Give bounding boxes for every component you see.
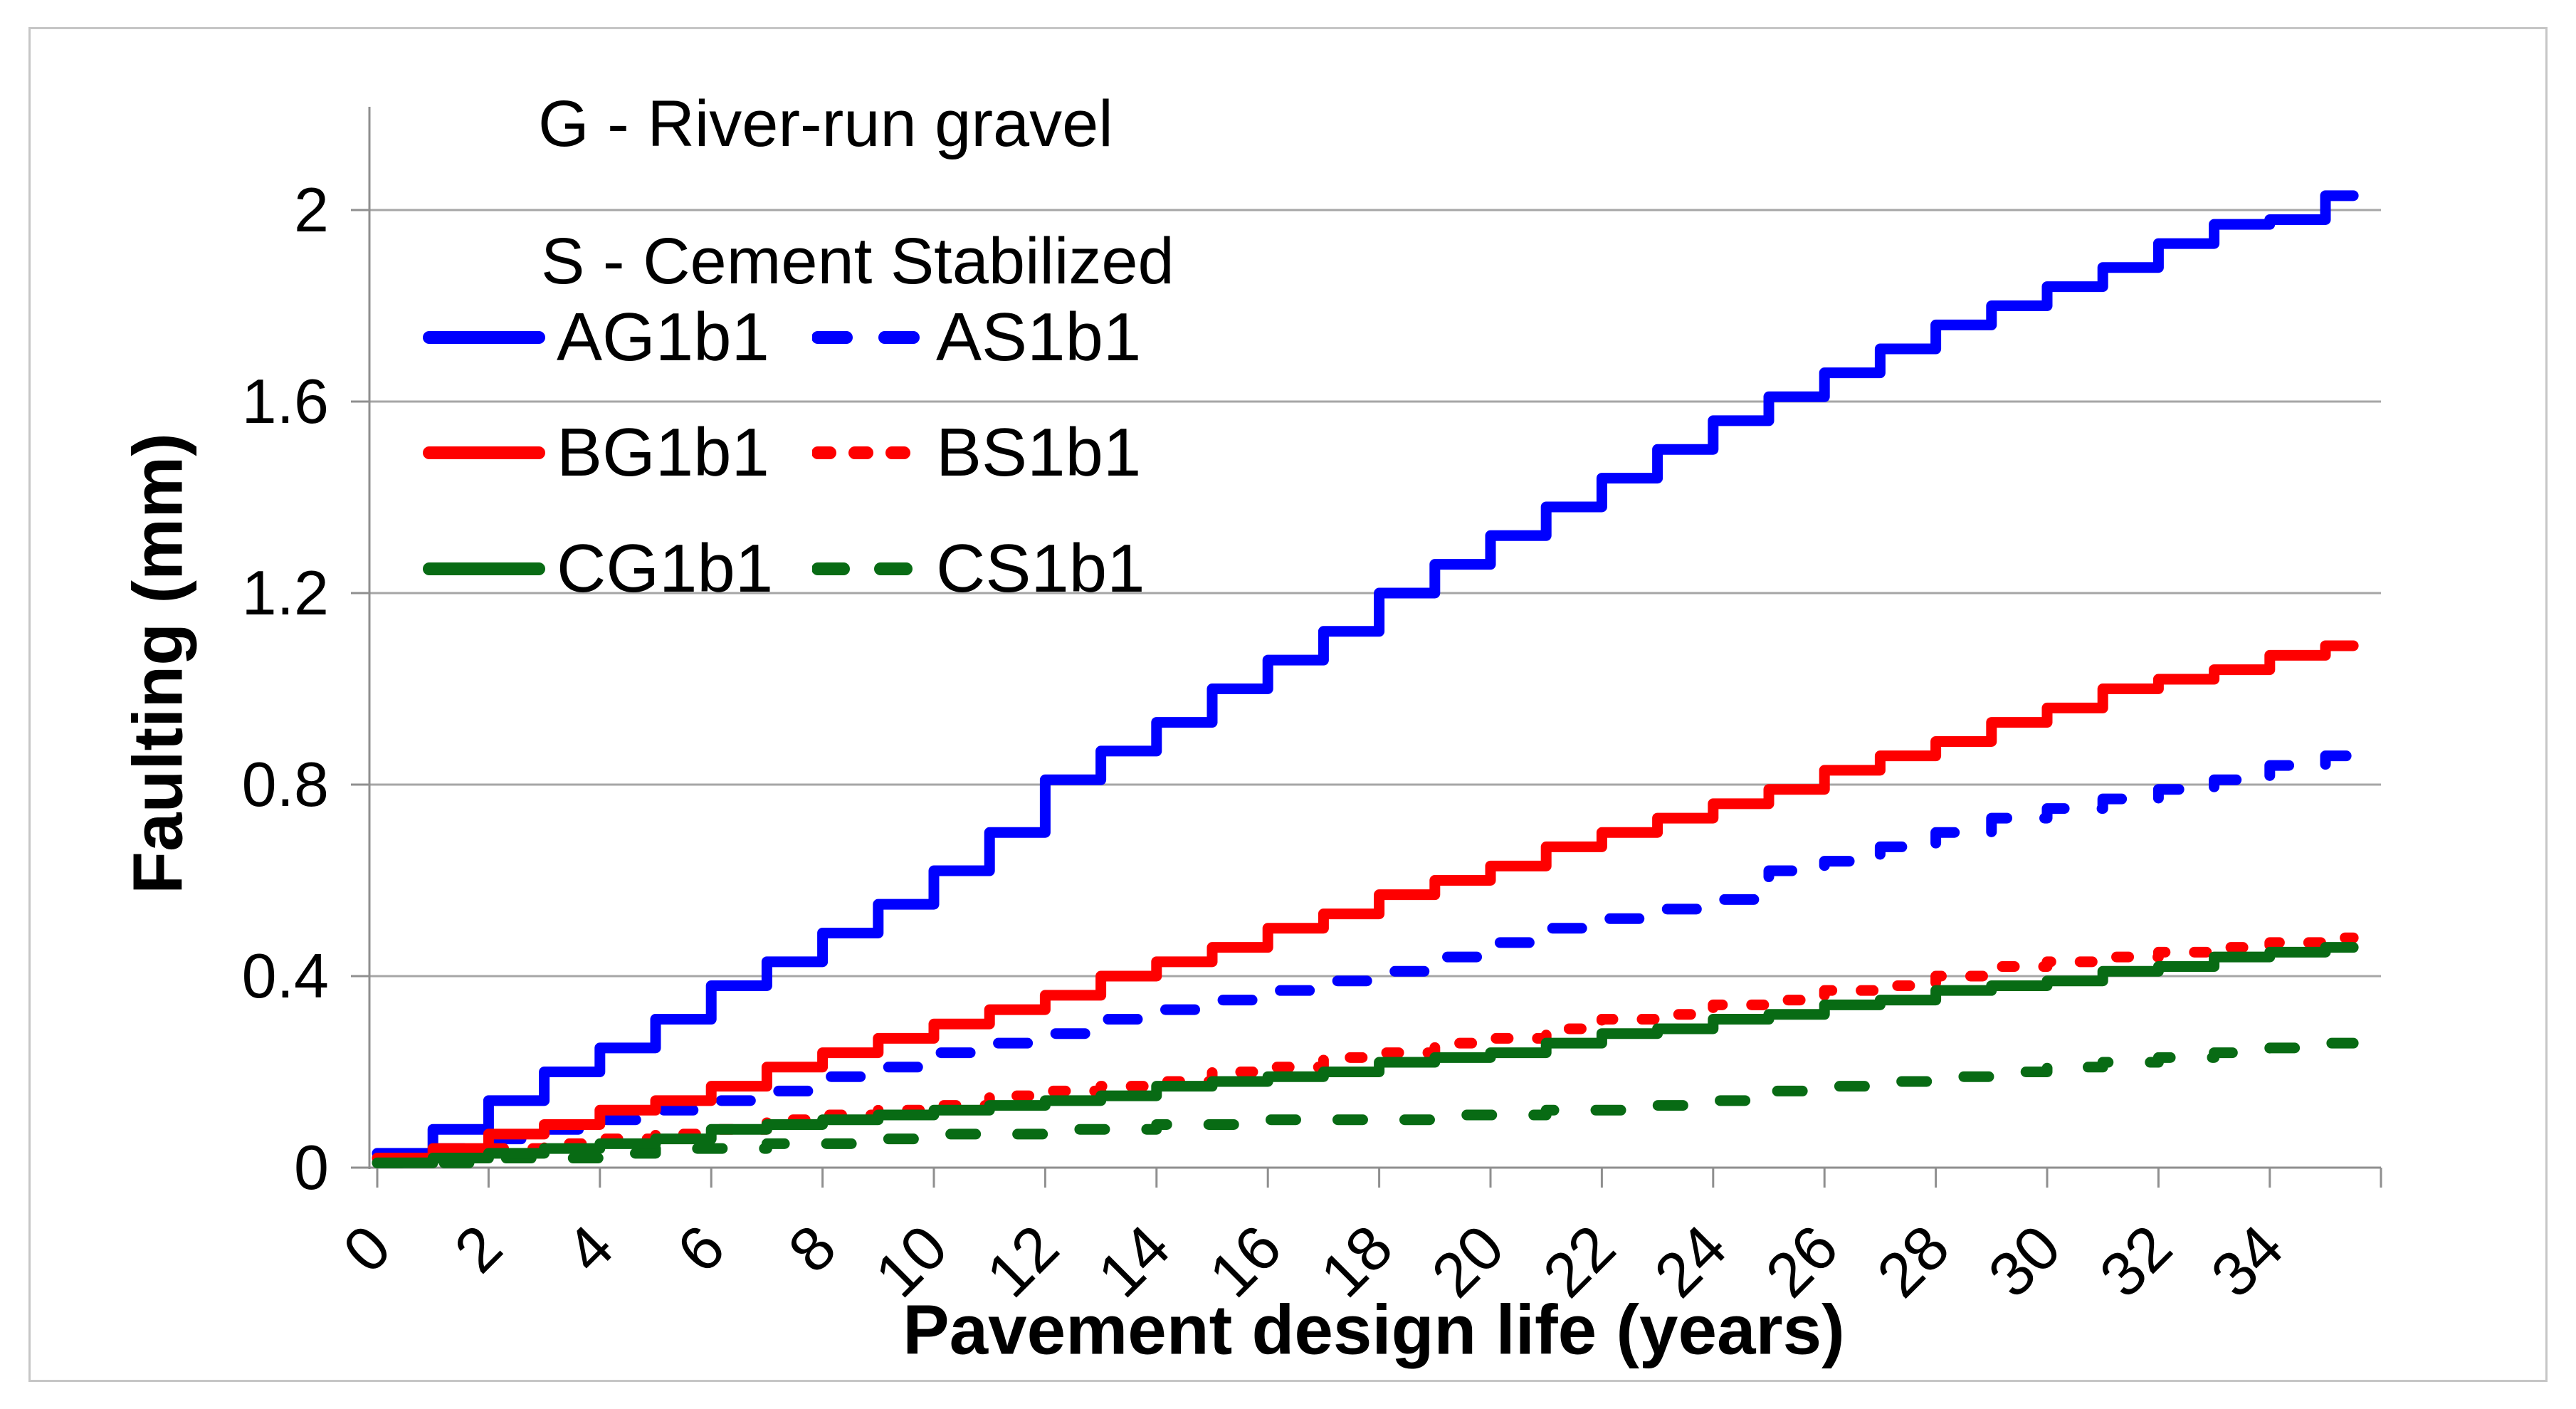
legend-label-bs1b1: BS1b1 [936, 414, 1142, 491]
series-BS1b1 [372, 932, 2359, 1164]
y-axis-title: Faulting (mm) [118, 433, 197, 894]
x-tick-label-0: 0 [330, 1211, 404, 1286]
y-tick-label-1.6: 1.6 [242, 366, 329, 436]
figure-border [28, 27, 2548, 1382]
legend-row-a: AG1b1 AS1b1 [423, 295, 1704, 380]
y-tick-label-0: 0 [294, 1132, 329, 1203]
legend-label-ag1b1: AG1b1 [557, 299, 769, 375]
legend-label-cs1b1: CS1b1 [936, 530, 1145, 607]
legend-label-cg1b1: CG1b1 [557, 530, 774, 607]
x-tick-label-8: 8 [774, 1211, 849, 1286]
legend-swatch-cs1b1 [812, 562, 923, 575]
legend-swatch-cg1b1 [423, 562, 545, 575]
legend-swatch-bs1b1 [812, 446, 923, 459]
y-tick-label-1.2: 1.2 [242, 557, 329, 628]
y-tick-label-2: 2 [294, 174, 329, 245]
legend-label-bg1b1: BG1b1 [557, 414, 769, 491]
legend-row-b: BG1b1 BS1b1 [423, 410, 1704, 496]
series-CS1b1 [372, 1037, 2359, 1168]
x-tick-label-4: 4 [552, 1211, 627, 1286]
x-tick-label-28: 28 [1863, 1211, 1962, 1310]
legend-note-stabilized: S - Cement Stabilized [541, 225, 1174, 298]
legend-swatch-ag1b1 [423, 331, 545, 344]
x-tick-label-32: 32 [2086, 1211, 2185, 1310]
x-tick-label-6: 6 [663, 1211, 738, 1286]
legend-row-c: CG1b1 CS1b1 [423, 526, 1704, 612]
legend-swatch-bg1b1 [423, 446, 545, 459]
x-tick-label-2: 2 [441, 1211, 515, 1286]
legend-swatch-as1b1 [812, 331, 923, 344]
series-CG1b1 [372, 942, 2359, 1168]
series-AS1b1 [372, 750, 2359, 1164]
x-tick-label-34: 34 [2197, 1211, 2296, 1310]
x-tick-label-30: 30 [1975, 1211, 2073, 1310]
legend-note-gravel: G - River-run gravel [538, 88, 1113, 160]
series-BG1b1 [372, 640, 2359, 1164]
legend-label-as1b1: AS1b1 [936, 299, 1142, 375]
y-tick-label-0.4: 0.4 [242, 941, 329, 1011]
y-tick-label-0.8: 0.8 [242, 749, 329, 819]
x-axis-title: Pavement design life (years) [903, 1290, 1845, 1369]
series-AG1b1 [372, 190, 2359, 1159]
